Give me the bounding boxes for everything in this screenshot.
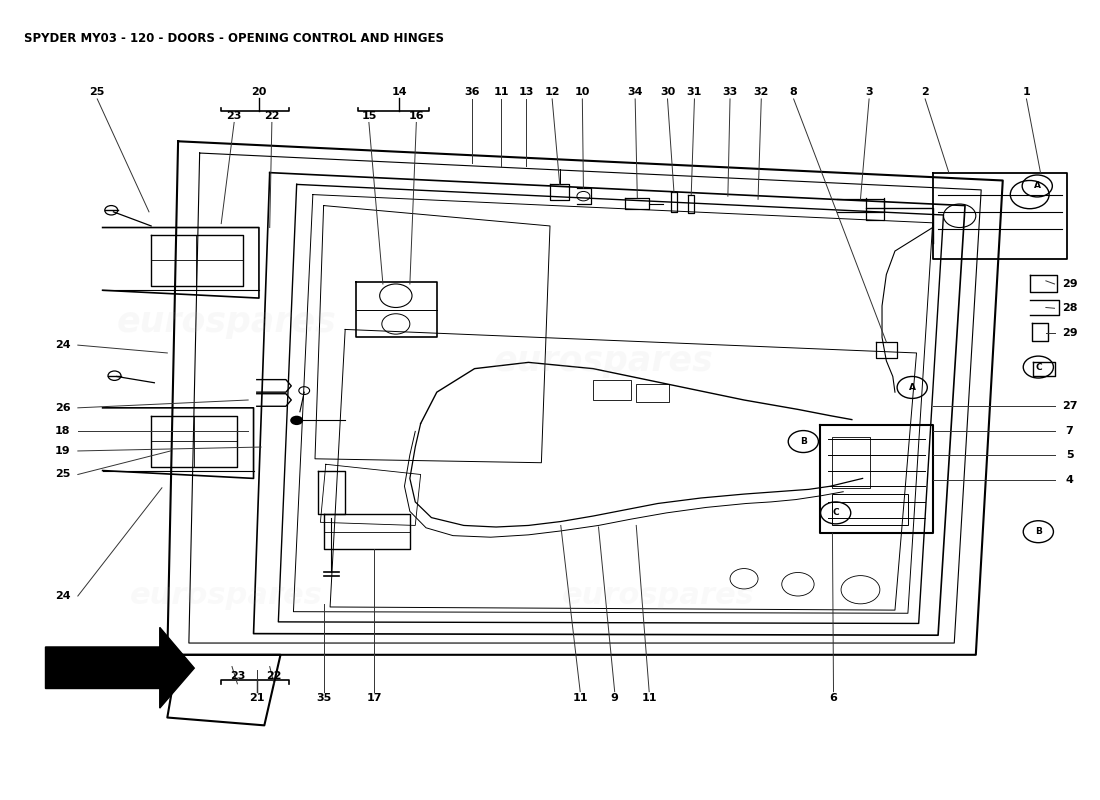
Text: 33: 33	[723, 87, 738, 97]
Text: 5: 5	[1066, 450, 1074, 460]
Text: 16: 16	[408, 111, 425, 121]
Text: B: B	[800, 437, 806, 446]
Text: 29: 29	[1062, 279, 1077, 289]
Text: 14: 14	[392, 87, 407, 97]
Bar	[593, 380, 631, 400]
Text: 17: 17	[366, 693, 382, 703]
Text: 19: 19	[55, 446, 70, 456]
Text: 15: 15	[361, 111, 376, 121]
Bar	[636, 384, 669, 402]
Text: A: A	[1034, 182, 1041, 190]
Text: 22: 22	[264, 111, 279, 121]
Text: 21: 21	[249, 693, 264, 703]
Text: 20: 20	[251, 87, 266, 97]
Text: 25: 25	[55, 470, 70, 479]
Text: 27: 27	[1062, 402, 1077, 411]
Text: 11: 11	[572, 693, 587, 703]
Text: C: C	[833, 508, 839, 518]
Text: 3: 3	[866, 87, 873, 97]
Text: 31: 31	[686, 87, 702, 97]
Bar	[833, 437, 870, 488]
Text: 1: 1	[1023, 87, 1031, 97]
Text: 25: 25	[89, 87, 104, 97]
Text: 24: 24	[55, 340, 70, 350]
Text: eurospares: eurospares	[494, 344, 714, 378]
Text: 18: 18	[55, 426, 70, 436]
Text: 12: 12	[544, 87, 560, 97]
Bar	[833, 494, 908, 526]
Text: 23: 23	[227, 111, 242, 121]
Text: A: A	[909, 383, 915, 392]
Text: 8: 8	[790, 87, 798, 97]
Text: 11: 11	[494, 87, 509, 97]
Text: 30: 30	[660, 87, 675, 97]
Text: SPYDER MY03 - 120 - DOORS - OPENING CONTROL AND HINGES: SPYDER MY03 - 120 - DOORS - OPENING CONT…	[24, 31, 444, 45]
Text: 36: 36	[464, 87, 480, 97]
Text: 13: 13	[518, 87, 534, 97]
Text: 22: 22	[266, 671, 282, 681]
Text: 26: 26	[55, 403, 70, 413]
Circle shape	[290, 416, 304, 425]
Text: 7: 7	[1066, 426, 1074, 436]
Text: 32: 32	[754, 87, 769, 97]
Text: 35: 35	[316, 693, 331, 703]
Text: 4: 4	[1066, 475, 1074, 485]
Text: eurospares: eurospares	[117, 305, 337, 338]
Text: 23: 23	[230, 671, 245, 681]
Text: 29: 29	[1062, 328, 1077, 338]
Polygon shape	[45, 627, 195, 708]
Text: 2: 2	[922, 87, 930, 97]
Text: 11: 11	[641, 693, 657, 703]
Text: 6: 6	[829, 693, 837, 703]
Text: eurospares: eurospares	[130, 582, 323, 610]
Text: 9: 9	[610, 693, 618, 703]
Text: 10: 10	[574, 87, 590, 97]
Text: eurospares: eurospares	[561, 582, 755, 610]
Text: C: C	[1035, 362, 1042, 371]
Text: 24: 24	[55, 591, 70, 601]
Text: 28: 28	[1062, 303, 1077, 314]
Text: B: B	[1035, 527, 1042, 536]
Text: 34: 34	[627, 87, 642, 97]
